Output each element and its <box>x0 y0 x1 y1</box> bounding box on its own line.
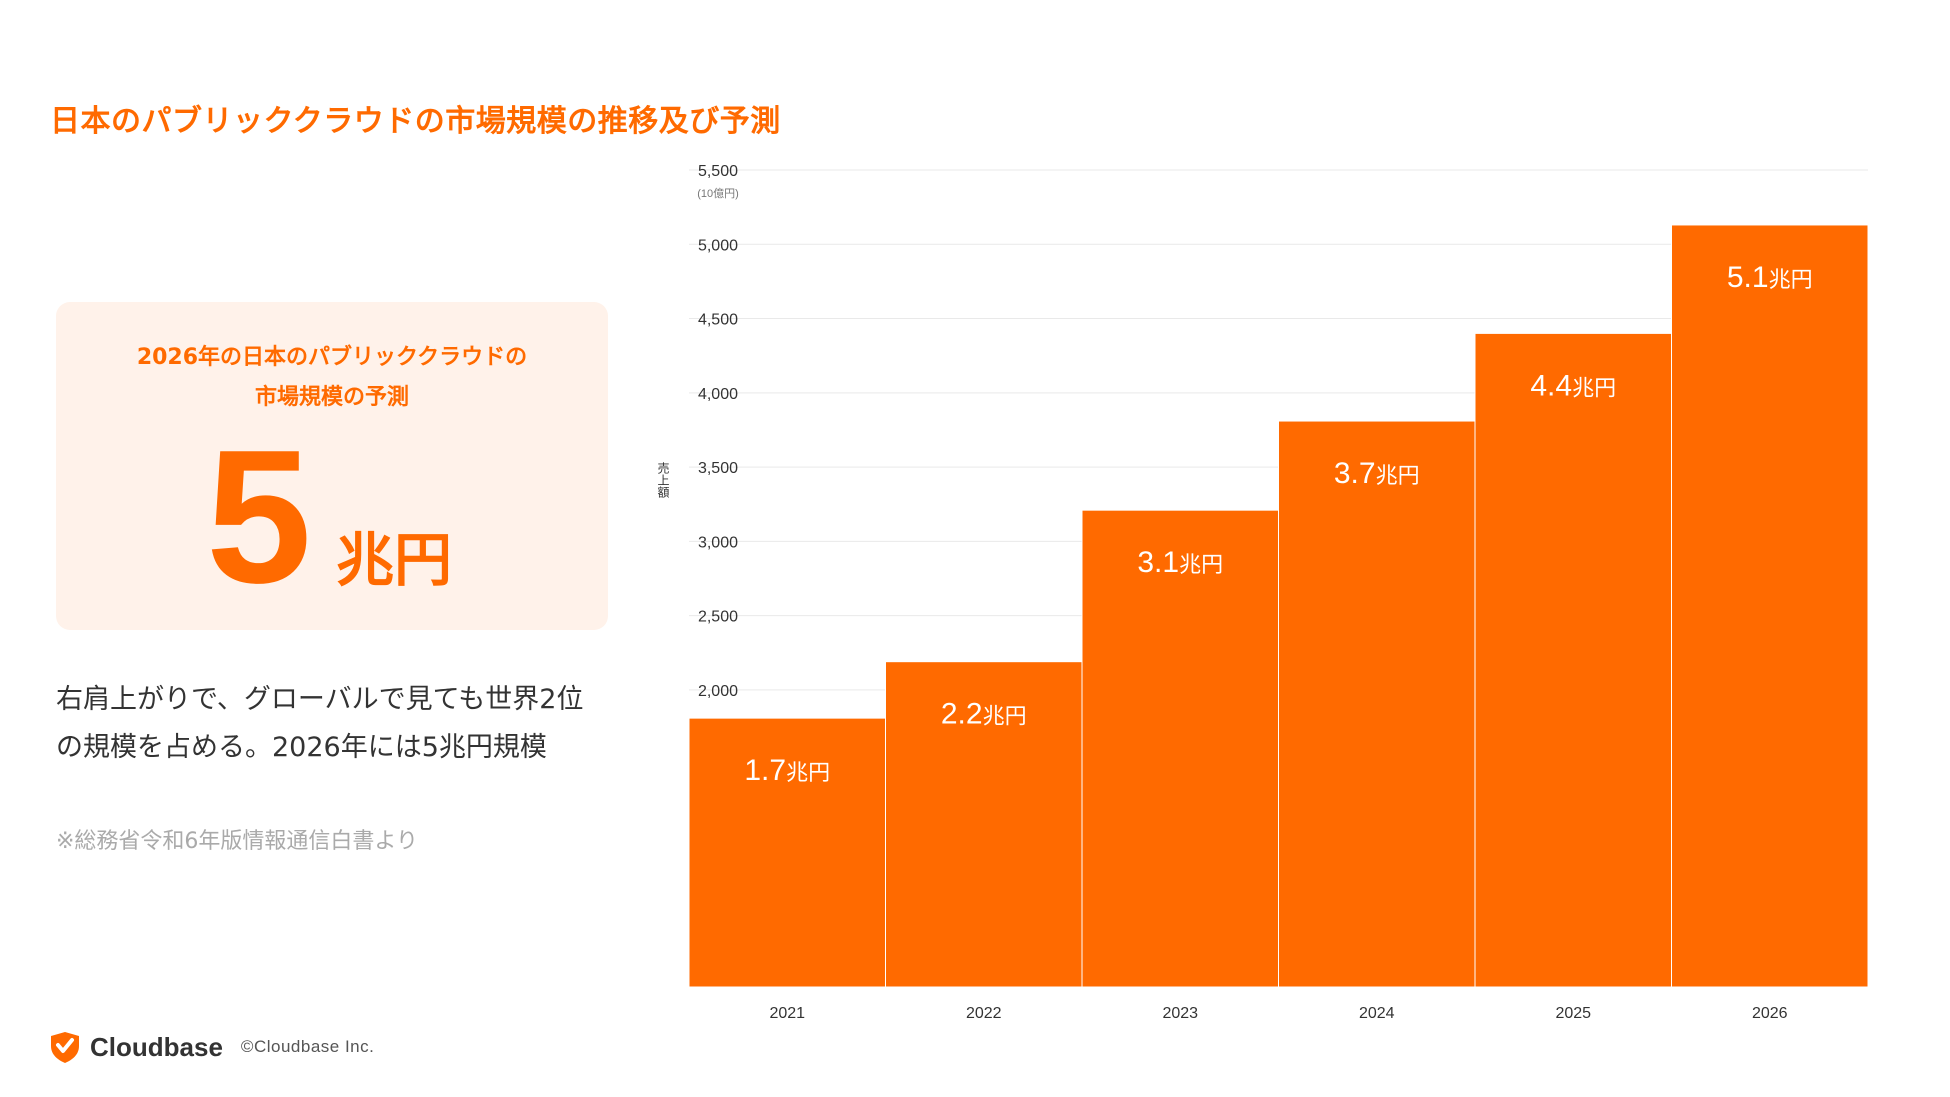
description: 右肩上がりで、グローバルで見ても世界2位 の規模を占める。2026年には5兆円規… <box>56 676 626 772</box>
y-axis-label: 売上額 <box>656 462 670 498</box>
bar <box>688 717 886 988</box>
copyright-text: ©Cloudbase Inc. <box>240 1037 375 1056</box>
source-note: ※総務省令和6年版情報通信白書より <box>56 829 418 854</box>
bar <box>1671 224 1869 988</box>
bar-data-label: 4.4兆円 <box>1530 369 1616 402</box>
bar <box>1278 420 1476 988</box>
footer-brand: Cloudbase ©Cloudbase Inc. <box>48 1030 374 1064</box>
brand-name: Cloudbase <box>90 1031 223 1062</box>
bar-data-label: 3.7兆円 <box>1334 457 1420 490</box>
x-tick-label: 2023 <box>1162 1005 1198 1022</box>
bar-data-label: 3.1兆円 <box>1137 546 1223 579</box>
description-line2: の規模を占める。2026年には5兆円規模 <box>56 732 547 763</box>
x-tick-label: 2025 <box>1555 1005 1591 1022</box>
x-tick-label: 2024 <box>1359 1005 1395 1022</box>
y-tick-label: 5,500 <box>698 163 738 180</box>
x-tick-label: 2021 <box>769 1005 805 1022</box>
bar <box>885 661 1083 988</box>
y-tick-label: 4,500 <box>698 312 738 329</box>
y-tick-label: 2,500 <box>698 609 738 626</box>
bar <box>1081 509 1279 988</box>
description-line1: 右肩上がりで、グローバルで見ても世界2位 <box>56 684 584 715</box>
bar-data-label: 5.1兆円 <box>1727 261 1813 294</box>
y-tick-label: 4,000 <box>698 386 738 403</box>
highlight-caption-line2: 市場規模の予測 <box>254 385 409 410</box>
page-title: 日本のパブリッククラウドの市場規模の推移及び予測 <box>50 104 781 139</box>
cloudbase-logo-icon <box>51 1032 79 1063</box>
y-tick-label: 2,000 <box>698 683 738 700</box>
y-tick-label: 5,000 <box>698 237 738 254</box>
y-tick-label: 3,000 <box>698 534 738 551</box>
highlight-unit: 兆円 <box>336 526 453 594</box>
x-tick-label: 2026 <box>1752 1005 1788 1022</box>
x-tick-label: 2022 <box>966 1005 1002 1022</box>
bar-data-label: 2.2兆円 <box>941 698 1027 731</box>
highlight-caption-line1: 2026年の日本のパブリッククラウドの <box>136 345 528 370</box>
bar-data-label: 1.7兆円 <box>744 754 830 787</box>
y-tick-label: 3,500 <box>698 460 738 477</box>
highlight-number: 5 <box>206 411 312 623</box>
highlight-caption: 2026年の日本のパブリッククラウドの 市場規模の予測 <box>56 338 608 418</box>
highlight-card: 2026年の日本のパブリッククラウドの 市場規模の予測 5 兆円 <box>56 302 608 630</box>
bar <box>1474 332 1672 988</box>
y-unit-label: (10億円) <box>697 187 739 200</box>
